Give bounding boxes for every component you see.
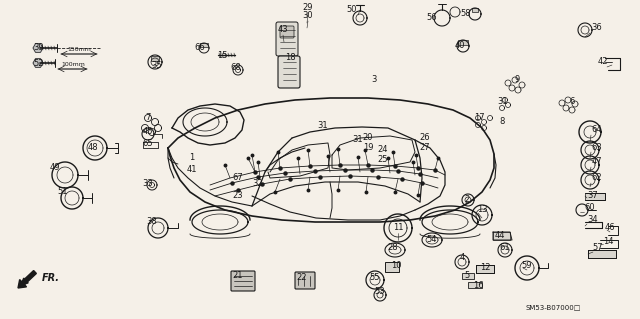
Text: 26: 26 [420,133,430,143]
FancyBboxPatch shape [280,26,294,38]
Text: 32: 32 [253,179,263,188]
Text: 27: 27 [420,144,430,152]
Text: 8: 8 [499,117,505,127]
Text: 19: 19 [363,144,373,152]
Text: SM53-B07000□: SM53-B07000□ [525,304,580,310]
Text: 14: 14 [603,238,613,247]
Text: 30: 30 [303,11,314,20]
Text: 60: 60 [585,204,595,212]
Text: 67: 67 [232,174,243,182]
Text: 64: 64 [592,125,602,135]
Text: 51: 51 [58,188,68,197]
Text: 9: 9 [515,76,520,85]
Text: 28: 28 [388,243,398,253]
Bar [588,250,616,258]
Text: 55: 55 [370,273,380,283]
Text: 44: 44 [495,231,505,240]
Text: 16: 16 [473,280,483,290]
Text: 18: 18 [285,54,295,63]
Text: 31: 31 [498,98,508,107]
Text: 25: 25 [378,155,388,165]
Text: 23: 23 [233,190,243,199]
FancyBboxPatch shape [231,271,255,291]
Text: 31: 31 [353,136,364,145]
Text: 66: 66 [195,43,205,53]
Text: 4: 4 [460,254,465,263]
Text: 41: 41 [187,166,197,174]
Text: 7: 7 [145,114,150,122]
Text: 24: 24 [378,145,388,154]
Text: 1: 1 [189,153,195,162]
Text: 33: 33 [143,179,154,188]
Text: 61: 61 [500,243,510,253]
Text: 68: 68 [230,63,241,72]
Text: 22: 22 [297,273,307,283]
Bar [462,273,474,279]
Text: 34: 34 [588,216,598,225]
Bar [585,193,605,200]
Text: 29: 29 [303,4,313,12]
Text: 2: 2 [465,196,470,204]
Bar [476,265,494,273]
Text: 47: 47 [592,158,602,167]
Text: 39: 39 [34,43,44,53]
Text: 46: 46 [605,224,615,233]
Text: 17: 17 [474,114,484,122]
Bar [458,40,468,45]
Text: 21: 21 [233,271,243,279]
Text: 49: 49 [50,164,60,173]
Text: 5: 5 [465,271,470,279]
FancyBboxPatch shape [278,56,300,88]
Text: 58: 58 [461,10,471,19]
Text: 37: 37 [588,190,598,199]
Text: 59: 59 [522,261,532,270]
Text: 50: 50 [347,5,357,14]
Text: 40: 40 [455,41,465,49]
Text: 6: 6 [570,98,575,107]
Text: 43: 43 [278,26,288,34]
Text: 54: 54 [427,235,437,244]
Text: 15: 15 [217,51,227,61]
Polygon shape [33,44,43,52]
Text: 57: 57 [593,243,604,253]
Polygon shape [33,59,43,67]
Text: 3: 3 [371,76,377,85]
Bar [200,43,208,47]
Text: 65: 65 [143,139,154,149]
Text: 100mm: 100mm [61,62,85,67]
FancyArrow shape [18,271,36,288]
Text: 45: 45 [143,128,153,137]
Text: 20: 20 [363,133,373,143]
FancyBboxPatch shape [295,272,315,289]
Bar [472,8,478,12]
FancyBboxPatch shape [276,22,298,56]
Text: 11: 11 [393,224,403,233]
Text: 42: 42 [598,57,608,66]
Text: 48: 48 [88,144,99,152]
Text: 38: 38 [147,218,157,226]
Bar [151,56,159,61]
Text: 52: 52 [34,58,44,68]
Text: 36: 36 [591,24,602,33]
Text: 62: 62 [592,174,602,182]
Text: 13: 13 [477,205,487,214]
Text: 10: 10 [391,261,401,270]
Text: 150mm: 150mm [67,47,91,52]
Text: 53: 53 [374,287,385,296]
Bar [468,282,482,288]
Text: 35: 35 [152,61,163,70]
Bar [385,262,399,272]
Text: 56: 56 [427,13,437,23]
Text: FR.: FR. [42,273,60,283]
Text: 12: 12 [480,263,490,272]
Bar [493,232,510,240]
Text: 63: 63 [591,144,602,152]
Text: 31: 31 [317,121,328,130]
